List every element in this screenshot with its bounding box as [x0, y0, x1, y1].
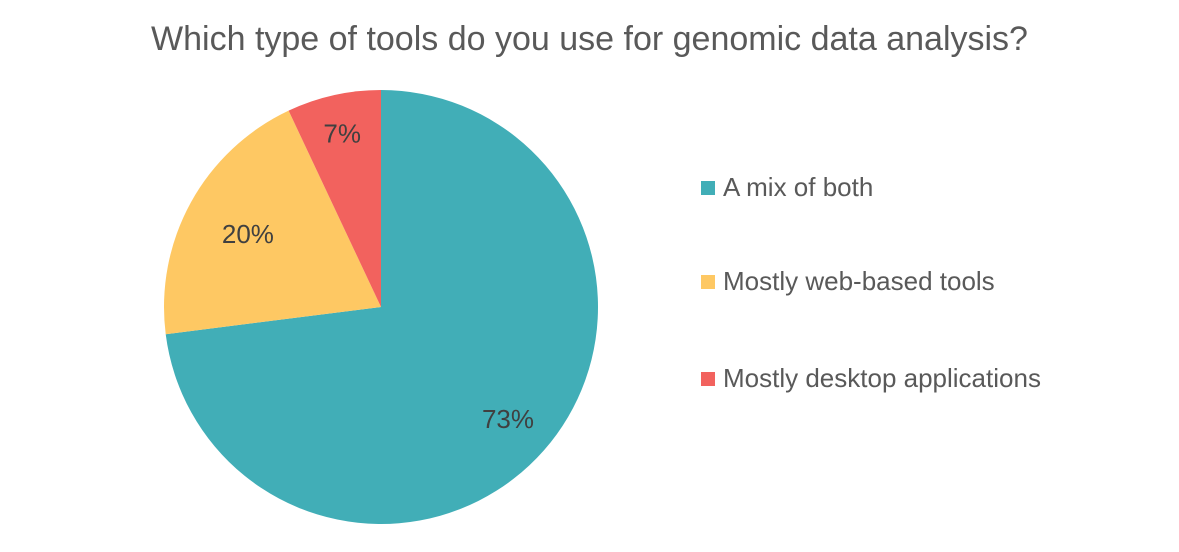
legend-swatch [701, 275, 715, 289]
chart-title: Which type of tools do you use for genom… [151, 20, 1028, 58]
legend-item: A mix of both [701, 170, 1043, 204]
slice-data-label: 73% [482, 404, 534, 434]
legend-item: Mostly desktop applications [701, 361, 1043, 395]
pie-slices [164, 90, 598, 524]
pie-data-labels: 73% 20% 7% [222, 118, 534, 434]
pie-chart: 73% 20% 7% [164, 90, 598, 524]
pie-slice [165, 90, 598, 524]
legend-swatch [701, 181, 715, 195]
legend-swatch [701, 372, 715, 386]
legend-label: Mostly desktop applications [723, 363, 1041, 393]
legend-label: Mostly web-based tools [723, 266, 995, 296]
slice-data-label: 7% [323, 118, 361, 148]
slice-data-label: 20% [222, 219, 274, 249]
pie-slice [164, 110, 381, 335]
legend-item: Mostly web-based tools [701, 264, 1043, 298]
legend-label: A mix of both [723, 172, 874, 202]
pie-slice [288, 90, 381, 307]
